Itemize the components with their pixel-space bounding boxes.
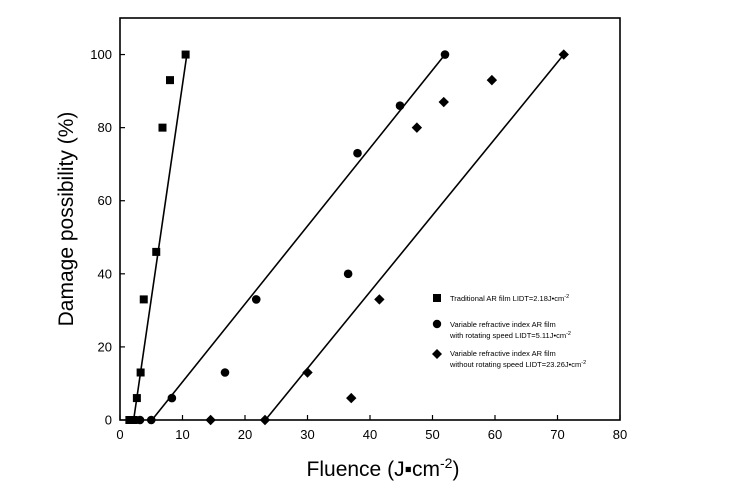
fit-line-square bbox=[132, 54, 188, 421]
circle-point bbox=[440, 50, 450, 59]
square-point bbox=[166, 76, 174, 85]
y-axis-title: Damage possibility (%) bbox=[55, 112, 78, 327]
circle-point bbox=[343, 269, 353, 279]
x-tick-label: 20 bbox=[238, 427, 252, 442]
x-tick-label: 50 bbox=[425, 427, 439, 442]
square-point bbox=[181, 50, 190, 59]
diamond-point bbox=[558, 49, 569, 60]
square-point bbox=[125, 416, 134, 424]
x-axis-title: Fluence (J▪cm-2) bbox=[307, 455, 460, 481]
legend-label-rotating-line1: Variable refractive index AR film bbox=[450, 320, 556, 329]
x-tick-label: 10 bbox=[175, 427, 189, 442]
diamond-point bbox=[411, 122, 423, 133]
legend-marker-square bbox=[433, 294, 441, 302]
legend-label-no-rotating-line2: without rotating speed LIDT=23.26J•cm-2 bbox=[449, 360, 586, 369]
legend: Traditional AR film LIDT=2.18J•cm-2 Vari… bbox=[432, 294, 586, 369]
x-tick-label: 0 bbox=[116, 427, 123, 442]
x-tick-label: 40 bbox=[363, 427, 377, 442]
x-tick-label: 30 bbox=[300, 427, 314, 442]
circle-point bbox=[167, 393, 177, 403]
fit-line-diamond bbox=[264, 54, 565, 421]
axis-ticks: 0 10 20 30 40 50 60 70 80 0 20 40 60 80 100 bbox=[90, 47, 627, 442]
circle-point bbox=[220, 368, 230, 377]
legend-label-rotating-line2: with rotating speed LIDT=5.11J•cm-2 bbox=[449, 331, 571, 340]
y-tick-label: 40 bbox=[98, 266, 112, 281]
y-tick-label: 0 bbox=[105, 413, 112, 428]
y-tick-label: 80 bbox=[98, 120, 112, 135]
fit-line-circle bbox=[151, 54, 446, 421]
y-tick-label: 60 bbox=[98, 193, 112, 208]
diamond-point bbox=[346, 392, 357, 404]
legend-label-traditional: Traditional AR film LIDT=2.18J•cm-2 bbox=[450, 294, 569, 303]
diamond-point bbox=[259, 414, 271, 426]
circle-point bbox=[353, 148, 362, 158]
square-point bbox=[129, 416, 138, 424]
square-point bbox=[136, 368, 145, 377]
diamond-point bbox=[438, 96, 449, 108]
legend-marker-circle bbox=[432, 319, 442, 329]
circle-point bbox=[251, 295, 261, 304]
square-point bbox=[158, 123, 167, 132]
circle-point bbox=[395, 101, 405, 111]
x-tick-label: 60 bbox=[488, 427, 502, 442]
x-tick-label: 70 bbox=[550, 427, 564, 442]
y-tick-label: 100 bbox=[90, 47, 112, 62]
y-tick-label: 20 bbox=[98, 339, 112, 354]
legend-marker-diamond bbox=[432, 349, 442, 359]
legend-label-no-rotating-line1: Variable refractive index AR film bbox=[450, 349, 556, 358]
diamond-point bbox=[205, 414, 216, 426]
diamond-point bbox=[302, 367, 313, 378]
diamond-point bbox=[374, 294, 385, 305]
circle-point bbox=[146, 415, 156, 425]
square-point bbox=[152, 247, 161, 256]
square-point bbox=[132, 394, 141, 403]
square-point bbox=[139, 295, 148, 304]
x-tick-label: 80 bbox=[613, 427, 627, 442]
data-points bbox=[125, 49, 569, 426]
diamond-point bbox=[486, 74, 498, 86]
fit-lines bbox=[132, 54, 565, 421]
circle-point bbox=[135, 415, 145, 425]
